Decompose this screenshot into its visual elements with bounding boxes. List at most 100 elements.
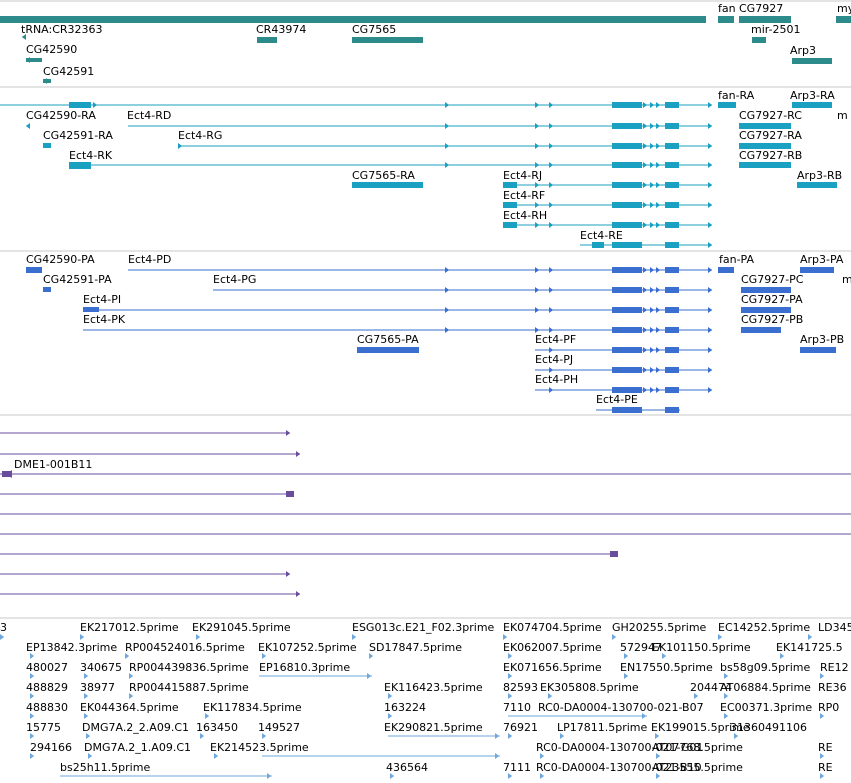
gene-bar-cg7927[interactable] — [739, 16, 791, 23]
strand-arrow[interactable] — [656, 773, 661, 779]
exon-block[interactable] — [612, 267, 642, 273]
strand-arrow[interactable] — [540, 753, 545, 759]
gene-bar-arp3[interactable] — [792, 58, 832, 64]
strand-arrow[interactable] — [624, 653, 629, 659]
exon-block[interactable] — [612, 102, 642, 108]
strand-arrow[interactable] — [30, 653, 35, 659]
strand-arrow[interactable] — [708, 222, 713, 228]
exon-block[interactable] — [26, 58, 42, 62]
strand-arrow[interactable] — [656, 267, 661, 273]
strand-arrow[interactable] — [495, 733, 500, 739]
gene-bar[interactable] — [0, 16, 706, 23]
exon-block[interactable] — [739, 143, 791, 149]
strand-arrow[interactable] — [445, 143, 450, 149]
strand-arrow[interactable] — [535, 287, 540, 293]
gene-bar[interactable] — [836, 16, 851, 23]
strand-arrow[interactable] — [508, 693, 513, 699]
exon-block[interactable] — [43, 79, 51, 83]
strand-arrow[interactable] — [535, 307, 540, 313]
strand-arrow[interactable] — [88, 753, 93, 759]
strand-arrow[interactable] — [650, 143, 655, 149]
strand-arrow[interactable] — [708, 123, 713, 129]
strand-arrow[interactable] — [708, 327, 713, 333]
strand-arrow[interactable] — [549, 267, 554, 273]
strand-arrow[interactable] — [656, 387, 661, 393]
strand-arrow[interactable] — [708, 143, 713, 149]
strand-arrow[interactable] — [643, 307, 648, 313]
strand-arrow[interactable] — [642, 713, 647, 719]
strand-arrow[interactable] — [694, 693, 699, 699]
strand-arrow[interactable] — [549, 102, 554, 108]
strand-arrow[interactable] — [560, 733, 565, 739]
exon-block[interactable] — [612, 242, 642, 248]
strand-arrow[interactable] — [656, 222, 661, 228]
strand-arrow[interactable] — [612, 634, 617, 640]
strand-arrow[interactable] — [708, 387, 713, 393]
exon-block[interactable] — [610, 551, 618, 557]
strand-arrow[interactable] — [508, 653, 513, 659]
strand-arrow[interactable] — [734, 733, 739, 739]
exon-block[interactable] — [612, 307, 642, 313]
strand-arrow[interactable] — [508, 733, 513, 739]
strand-arrow[interactable] — [262, 653, 267, 659]
strand-arrow[interactable] — [125, 653, 130, 659]
arp3-ra-glyph[interactable] — [792, 102, 832, 108]
exon-block[interactable] — [612, 202, 642, 208]
strand-arrow[interactable] — [643, 287, 648, 293]
strand-arrow[interactable] — [708, 347, 713, 353]
strand-arrow[interactable] — [650, 347, 655, 353]
strand-arrow[interactable] — [200, 733, 205, 739]
strand-arrow[interactable] — [656, 327, 661, 333]
strand-arrow[interactable] — [708, 202, 713, 208]
strand-arrow[interactable] — [820, 773, 825, 779]
exon-block[interactable] — [665, 102, 679, 108]
strand-arrow[interactable] — [549, 327, 554, 333]
exon-block[interactable] — [665, 307, 679, 313]
strand-arrow[interactable] — [535, 267, 540, 273]
strand-arrow[interactable] — [445, 123, 450, 129]
strand-arrow[interactable] — [656, 367, 661, 373]
exon-block[interactable] — [741, 327, 781, 333]
exon-block[interactable] — [43, 287, 51, 292]
strand-arrow[interactable] — [643, 327, 648, 333]
exon-block[interactable] — [612, 123, 642, 129]
strand-arrow[interactable] — [30, 713, 35, 719]
strand-arrow[interactable] — [820, 673, 825, 679]
exon-block[interactable] — [800, 267, 834, 273]
strand-arrow[interactable] — [296, 451, 301, 457]
strand-arrow[interactable] — [656, 102, 661, 108]
exon-block[interactable] — [665, 367, 679, 373]
strand-arrow[interactable] — [656, 753, 661, 759]
exon-block[interactable] — [665, 287, 679, 293]
strand-arrow[interactable] — [549, 202, 554, 208]
strand-arrow[interactable] — [724, 673, 729, 679]
strand-arrow[interactable] — [549, 162, 554, 168]
strand-arrow[interactable] — [650, 367, 655, 373]
exon-block[interactable] — [800, 347, 836, 353]
strand-arrow[interactable] — [196, 634, 201, 640]
strand-arrow[interactable] — [650, 123, 655, 129]
strand-arrow[interactable] — [708, 287, 713, 293]
strand-arrow[interactable] — [445, 162, 450, 168]
strand-arrow[interactable] — [643, 222, 648, 228]
strand-arrow[interactable] — [820, 753, 825, 759]
strand-arrow[interactable] — [390, 773, 395, 779]
strand-arrow[interactable] — [643, 267, 648, 273]
strand-arrow[interactable] — [535, 222, 540, 228]
strand-arrow[interactable] — [643, 387, 648, 393]
strand-arrow[interactable] — [708, 307, 713, 313]
strand-arrow[interactable] — [708, 367, 713, 373]
strand-arrow[interactable] — [388, 713, 393, 719]
strand-arrow[interactable] — [548, 693, 553, 699]
strand-arrow[interactable] — [656, 202, 661, 208]
strand-arrow[interactable] — [780, 653, 785, 659]
exon-block[interactable] — [665, 387, 679, 393]
strand-arrow[interactable] — [718, 634, 723, 640]
exon-block[interactable] — [797, 182, 837, 188]
exon-block[interactable] — [741, 287, 791, 293]
exon-block[interactable] — [2, 471, 12, 477]
strand-arrow[interactable] — [535, 202, 540, 208]
strand-arrow[interactable] — [662, 653, 667, 659]
exon-block[interactable] — [612, 407, 642, 413]
